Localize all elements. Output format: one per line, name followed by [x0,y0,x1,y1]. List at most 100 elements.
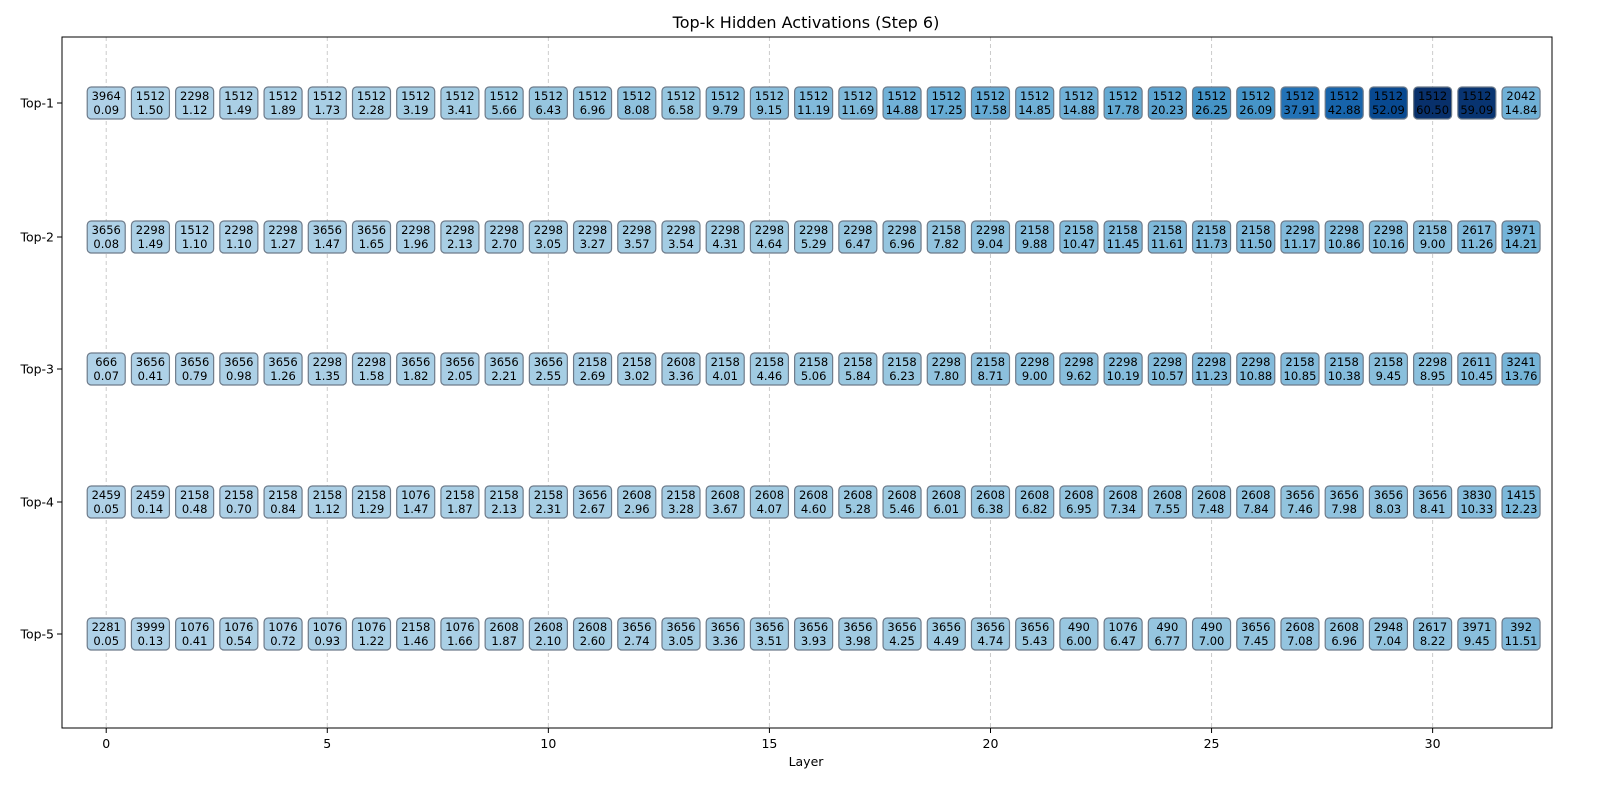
cell-box [175,617,215,651]
cell-id-label: 2298 [976,223,1005,237]
cell-value-label: 3.19 [403,103,429,117]
cell-box [749,220,790,254]
cell-box [1236,485,1276,519]
cell-id-label: 2158 [711,355,740,369]
cell-id-label: 1076 [1108,620,1137,634]
y-tick-label: Top-3 [19,362,54,377]
cell-box [749,86,790,120]
cell-value-label: 10.86 [1328,237,1361,251]
cell-box [1501,352,1541,386]
cell-box [1147,352,1187,386]
cell-box [130,352,171,386]
cell-id-label: 3656 [1330,488,1359,502]
cell-value-label: 1.58 [359,369,385,383]
cell-id-label: 3656 [887,620,916,634]
cell-value-label: 14.84 [1505,103,1538,117]
cell-value-label: 7.55 [1155,502,1181,516]
cell-value-label: 6.82 [1022,502,1048,516]
cell-box [1368,485,1409,519]
cell-id-label: 1512 [1241,89,1270,103]
cell-value-label: 1.10 [182,237,208,251]
y-tick-label: Top-4 [19,495,54,510]
cell-box [794,352,834,386]
cell-id-label: 2608 [1197,488,1226,502]
cell-value-label: 0.70 [226,502,252,516]
cell-value-label: 10.57 [1151,369,1184,383]
cell-value-label: 60.50 [1416,103,1449,117]
cell-box [1015,617,1055,651]
x-tick-label: 30 [1425,736,1441,751]
cell-id-label: 2158 [1197,223,1226,237]
cell-box [1368,617,1409,651]
cell-box [86,86,126,120]
cell-value-label: 1.96 [403,237,429,251]
cell-value-label: 10.88 [1239,369,1272,383]
cell-value-label: 2.69 [580,369,606,383]
cell-value-label: 1.12 [182,103,208,117]
cell-id-label: 3964 [92,89,121,103]
cell-box [175,352,215,386]
cell-id-label: 3656 [268,355,297,369]
cell-box [926,220,966,254]
cell-box [661,617,701,651]
cell-id-label: 2298 [1330,223,1359,237]
cell-id-label: 1512 [755,89,784,103]
cell-box [1280,485,1320,519]
cell-box [926,86,966,120]
cell-id-label: 2158 [224,488,253,502]
cell-value-label: 0.05 [93,634,119,648]
cell-value-label: 14.21 [1505,237,1538,251]
cell-box [440,485,480,519]
cell-id-label: 1512 [489,89,518,103]
x-tick-label: 0 [102,736,110,751]
cell-id-label: 1512 [1418,89,1447,103]
cell-id-label: 3656 [180,355,209,369]
cell-id-label: 1076 [224,620,253,634]
cell-value-label: 1.47 [314,237,340,251]
cell-value-label: 4.49 [933,634,959,648]
cell-box [175,220,215,254]
cell-id-label: 2158 [445,488,474,502]
cell-value-label: 7.48 [1199,502,1225,516]
cell-value-label: 2.10 [536,634,562,648]
cell-id-label: 2158 [1108,223,1137,237]
cell-box [263,220,303,254]
cell-box [175,86,215,120]
cell-box [749,352,790,386]
cell-id-label: 3656 [799,620,828,634]
cell-value-label: 2.05 [447,369,473,383]
cell-box [86,220,126,254]
cell-box [1368,86,1409,120]
cell-value-label: 6.95 [1066,502,1092,516]
cell-id-label: 3656 [1418,488,1447,502]
cell-id-label: 1512 [313,89,342,103]
y-tick-label: Top-1 [19,96,54,111]
cell-box [307,220,347,254]
cell-id-label: 3656 [489,355,518,369]
